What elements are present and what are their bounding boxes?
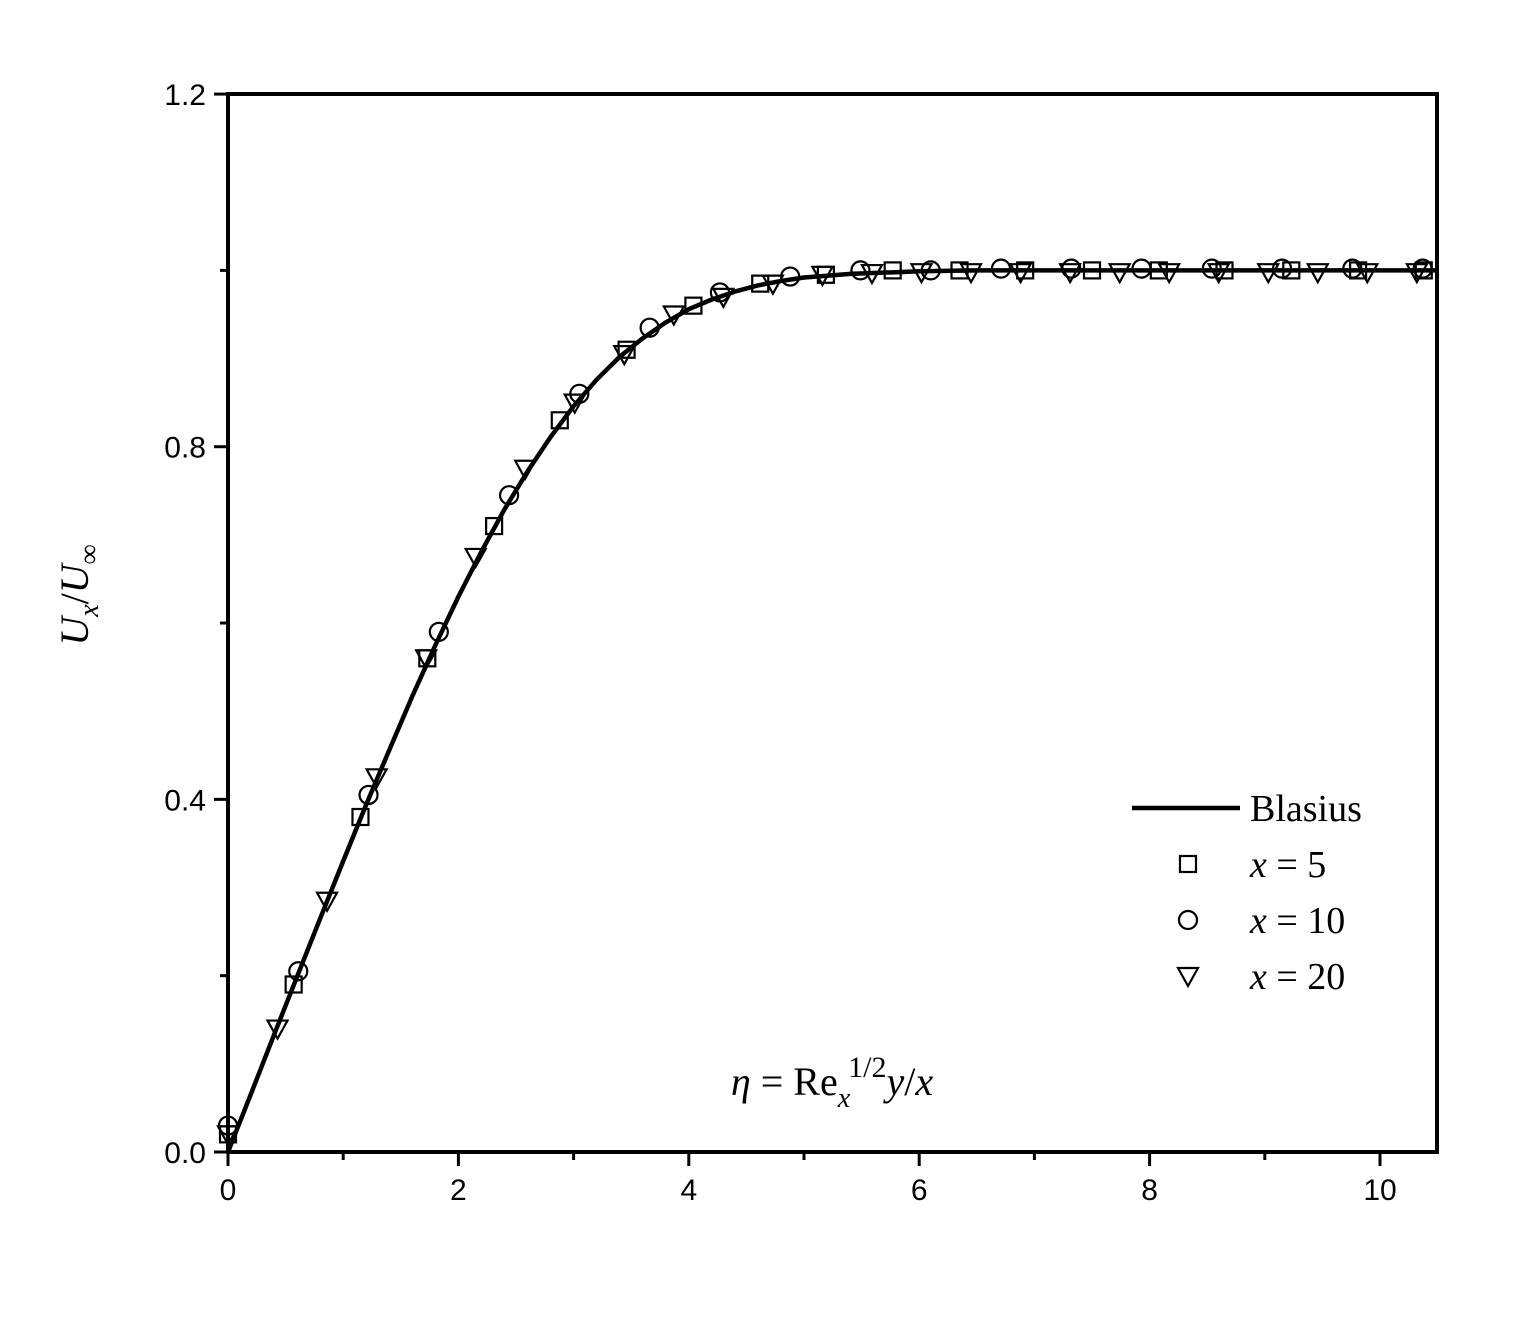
x-tick-label: 2 [450,1174,467,1207]
marker-triangle-down [661,305,686,327]
marker-circle [1201,258,1222,279]
legend-label: Blasius [1250,788,1362,830]
marker-triangle-down [909,263,934,285]
marker-circle [850,260,871,281]
legend-marker-circle [1177,909,1199,931]
marker-square [284,975,303,994]
legend-label: x = 20 [1249,956,1345,998]
marker-circle [1131,258,1152,279]
marker-triangle-down [562,393,587,415]
x-tick-label: 8 [1141,1174,1158,1207]
marker-triangle-down [761,274,785,296]
marker-square [351,807,370,827]
marker-circle [639,317,660,338]
marker-circle [358,784,379,806]
legend-marker-triangle-down [1176,966,1200,989]
marker-triangle-down [1206,263,1231,285]
marker-triangle-down [463,547,488,570]
marker-square [1215,261,1234,280]
y-tick-label: 0.8 [164,432,206,465]
marker-square [883,261,902,280]
marker-triangle-down [1008,263,1033,285]
marker-triangle-down [1058,263,1082,285]
marker-triangle-down [364,768,389,790]
marker-triangle-down [1157,263,1182,285]
y-tick-label: 0.4 [164,784,206,817]
marker-circle [1271,258,1293,279]
legend-marker-square [1178,854,1198,874]
marker-triangle-down [265,1019,290,1041]
legend-label: x = 5 [1249,844,1326,886]
marker-square [550,411,569,430]
legend-label: x = 10 [1249,900,1345,942]
marker-square [1282,261,1301,280]
marker-triangle-down [612,345,637,367]
marker-triangle-down [1305,263,1330,285]
marker-triangle-down [1355,263,1380,285]
marker-circle [990,258,1012,279]
y-tick-label: 1.2 [164,79,206,112]
x-tick-label: 10 [1363,1174,1396,1207]
x-tick-label: 6 [911,1174,928,1207]
marker-triangle-down [216,1125,240,1147]
x-tick-label: 4 [680,1174,697,1207]
marker-circle [1412,258,1433,279]
series-line-blasius [228,268,1437,1152]
marker-triangle-down [1256,263,1281,285]
y-axis-title: Ux/U∞ [52,544,105,645]
marker-triangle-down [810,265,835,288]
marker-square [1082,261,1102,280]
marker-circle [1342,258,1363,279]
marker-circle [288,961,309,982]
marker-circle [498,485,520,506]
marker-square [485,516,504,536]
marker-triangle-down [959,263,983,285]
marker-triangle-down [414,649,439,671]
marker-triangle-down [1404,263,1429,285]
marker-triangle-down [860,263,884,286]
y-tick-label: 0.0 [164,1137,206,1170]
marker-square [950,261,969,280]
marker-circle [920,260,941,281]
x-tick-label: 0 [220,1174,237,1207]
marker-triangle-down [315,891,339,914]
marker-triangle-down [513,459,538,482]
x-axis-title: η = Rex1/2y/x [731,1051,934,1114]
marker-square [1016,261,1035,280]
marker-triangle-down [711,287,736,310]
axis-ticks [214,92,1382,1166]
legend: Blasius x = 5 x = 10 x = 20 [1132,788,1362,998]
marker-circle [428,621,449,642]
marker-triangle-down [1107,263,1132,285]
axis-tick-labels: 0 2 4 6 8 10 0.0 0.4 0.8 1.2 [164,79,1396,1207]
